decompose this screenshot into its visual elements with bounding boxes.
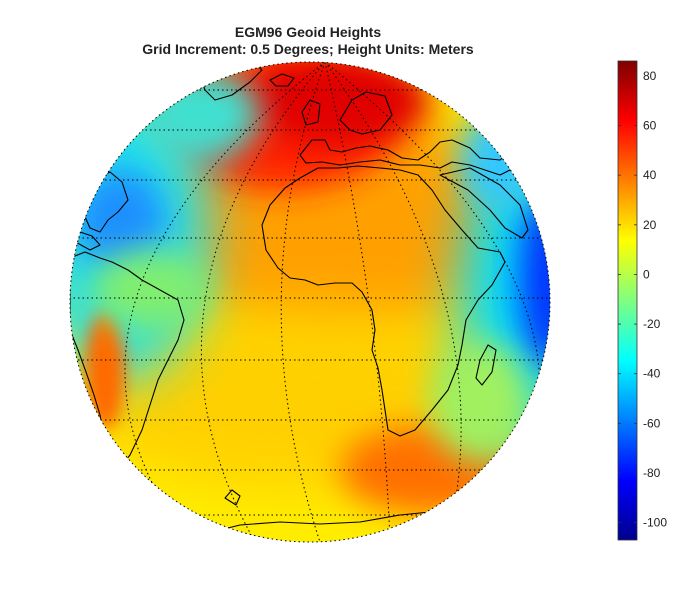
colorbar-tick-label: -100 bbox=[643, 516, 667, 530]
title-line-1: EGM96 Geoid Heights bbox=[234, 24, 382, 40]
coast-arabia bbox=[439, 167, 529, 239]
colorbar-tick-label: 20 bbox=[643, 218, 657, 232]
colorbar-tick-label: -20 bbox=[643, 317, 661, 331]
colorbar-tick-label: -80 bbox=[643, 466, 661, 480]
coastlines bbox=[70, 62, 529, 536]
colorbar-tick-label: -40 bbox=[643, 367, 661, 381]
colorbar-tick-label: 80 bbox=[643, 69, 657, 83]
figure-title: EGM96 Geoid Heights Grid Increment: 0.5 … bbox=[0, 24, 616, 58]
colorbar-ticks: 80 60 40 20 0 -20 -40 -60 -80 -100 bbox=[618, 69, 667, 530]
colorbar-tick-label: 60 bbox=[643, 119, 657, 133]
coast-antarctic-peninsula bbox=[224, 489, 241, 506]
coast-iceland bbox=[269, 73, 295, 87]
colorbar-tick-label: 40 bbox=[643, 168, 657, 182]
coast-south-america bbox=[70, 251, 185, 471]
coast-europe bbox=[299, 139, 521, 176]
coast-madagascar bbox=[475, 344, 497, 386]
colorbar-tick-label: -60 bbox=[643, 416, 661, 430]
coast-scandinavia bbox=[339, 91, 393, 135]
colorbar-gradient bbox=[617, 60, 638, 541]
coast-greenland bbox=[197, 62, 263, 101]
coast-africa bbox=[261, 165, 506, 437]
colorbar-tick-label: 0 bbox=[643, 267, 650, 281]
title-line-2: Grid Increment: 0.5 Degrees; Height Unit… bbox=[142, 41, 474, 57]
globe-outline bbox=[69, 61, 551, 543]
coast-british-isles bbox=[301, 99, 321, 126]
